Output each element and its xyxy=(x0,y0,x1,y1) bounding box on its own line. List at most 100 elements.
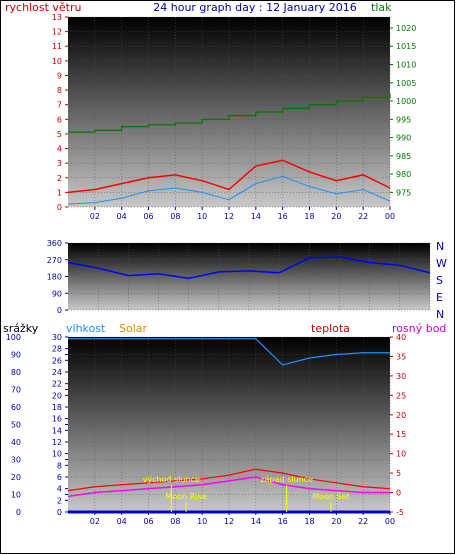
percent-y-tick-label: 100 xyxy=(6,333,21,342)
wind-y-tick-label: 0 xyxy=(57,203,62,212)
panel1-x-tick-label: 22 xyxy=(358,212,368,221)
wind-y-tick-label: 4 xyxy=(57,145,62,154)
direction-y-tick-label: 90 xyxy=(52,289,62,298)
temperature-y-tick-label: -5 xyxy=(396,508,404,517)
precip-y-tick-label: 8 xyxy=(57,461,62,470)
pressure-label: tlak xyxy=(371,1,392,14)
pressure-y-tick-label: 980 xyxy=(396,170,411,179)
panel1-x-tick-label: 20 xyxy=(331,212,341,221)
precip-y-tick-label: 20 xyxy=(52,391,62,400)
wind-y-tick-label: 12 xyxy=(52,28,62,37)
compass-n-top: N xyxy=(436,240,444,253)
direction-y-tick-label: 270 xyxy=(47,256,62,265)
compass-w: W xyxy=(436,257,447,270)
precip-y-tick-label: 6 xyxy=(57,473,62,482)
grid-lines xyxy=(68,16,431,513)
wind-y-tick-label: 3 xyxy=(57,159,62,168)
panel3-x-tick-label: 00 xyxy=(385,517,395,526)
panel-wind-background xyxy=(68,17,390,207)
temperature-y-tick-label: 15 xyxy=(396,430,406,439)
panel1-x-tick-label: 02 xyxy=(90,212,100,221)
percent-y-tick-label: 30 xyxy=(11,456,21,465)
compass-n-bottom: N xyxy=(436,308,444,321)
wind-y-tick-label: 5 xyxy=(57,130,62,139)
precip-y-tick-label: 24 xyxy=(52,368,62,377)
percent-y-tick-label: 50 xyxy=(11,421,21,430)
compass-e: E xyxy=(436,291,443,304)
percent-y-tick-label: 10 xyxy=(11,491,21,500)
panel3-x-tick-label: 12 xyxy=(224,517,234,526)
precip-y-tick-label: 0 xyxy=(57,508,62,517)
precip-y-tick-label: 14 xyxy=(52,426,62,435)
wind-y-tick-label: 7 xyxy=(57,101,62,110)
panel3-x-tick-label: 02 xyxy=(90,517,100,526)
wind-y-tick-label: 13 xyxy=(52,13,62,22)
event-label-0: východ slunce xyxy=(143,475,200,484)
direction-y-tick-label: 180 xyxy=(47,273,62,282)
direction-y-tick-label: 360 xyxy=(47,239,62,248)
axes: 02 04 06 08 10 12 14 16 18 20 22 000123456789101112… xyxy=(6,13,417,526)
pressure-y-tick-label: 985 xyxy=(396,152,411,161)
panel1-x-tick-label: 12 xyxy=(224,212,234,221)
precip-y-tick-label: 22 xyxy=(52,380,62,389)
temperature-label: teplota xyxy=(311,322,350,335)
pressure-y-tick-label: 1000 xyxy=(396,97,416,106)
panel1-x-tick-label: 10 xyxy=(197,212,207,221)
temperature-y-tick-label: 25 xyxy=(396,391,406,400)
panel1-x-tick-label: 08 xyxy=(170,212,180,221)
percent-y-tick-label: 60 xyxy=(11,403,21,412)
precip-y-tick-label: 4 xyxy=(57,485,62,494)
series-lines xyxy=(67,93,431,514)
precip-y-tick-label: 18 xyxy=(52,403,62,412)
panel3-x-tick-label: 16 xyxy=(278,517,288,526)
panel1-x-tick-label: 16 xyxy=(278,212,288,221)
dewpoint-label: rosný bod xyxy=(392,322,446,335)
panel1-x-tick-label: 14 xyxy=(251,212,261,221)
wind-y-tick-label: 11 xyxy=(52,42,62,51)
panel3-x-tick-label: 08 xyxy=(170,517,180,526)
chart-title: 24 hour graph day : 12 January 2016 xyxy=(153,1,357,14)
panel3-x-tick-label: 20 xyxy=(331,517,341,526)
percent-y-tick-label: 40 xyxy=(11,438,21,447)
percent-y-tick-label: 80 xyxy=(11,368,21,377)
temperature-y-tick-label: 10 xyxy=(396,450,406,459)
event-label-3: Moon Set xyxy=(312,492,349,501)
panel3-x-tick-label: 10 xyxy=(197,517,207,526)
wind-speed-label: rychlost větru xyxy=(5,1,81,14)
precip-y-tick-label: 2 xyxy=(57,496,62,505)
pressure-y-tick-label: 1020 xyxy=(396,24,416,33)
wind-y-tick-label: 1 xyxy=(57,188,62,197)
temperature-y-tick-label: 5 xyxy=(396,469,401,478)
percent-y-tick-label: 0 xyxy=(16,508,21,517)
precip-y-tick-label: 30 xyxy=(52,333,62,342)
wind-y-tick-label: 10 xyxy=(52,57,62,66)
temperature-y-tick-label: 20 xyxy=(396,411,406,420)
panel1-x-tick-label: 06 xyxy=(143,212,153,221)
panel3-x-tick-label: 14 xyxy=(251,517,261,526)
precip-y-tick-label: 10 xyxy=(52,450,62,459)
wind-speed-line xyxy=(67,159,391,194)
pressure-y-tick-label: 995 xyxy=(396,115,411,124)
dewpoint-line xyxy=(67,476,390,498)
sun-moon-events: východ slunce západ slunce Moon Rise Moon S… xyxy=(143,475,350,512)
temperature-y-tick-label: 40 xyxy=(396,333,406,342)
panel1-x-tick-label: 04 xyxy=(117,212,127,221)
direction-y-tick-label: 0 xyxy=(57,306,62,315)
panel1-x-tick-label: 00 xyxy=(385,212,395,221)
temperature-y-tick-label: 30 xyxy=(396,372,406,381)
precip-y-tick-label: 26 xyxy=(52,356,62,365)
wind-secondary-line xyxy=(67,175,391,205)
humidity-line xyxy=(68,338,390,366)
pressure-y-tick-label: 975 xyxy=(396,188,411,197)
compass-s: S xyxy=(436,274,443,287)
wind-y-tick-label: 2 xyxy=(57,174,62,183)
pressure-line xyxy=(68,93,391,133)
temperature-y-tick-label: 0 xyxy=(396,489,401,498)
panel3-x-tick-label: 18 xyxy=(304,517,314,526)
percent-y-tick-label: 90 xyxy=(11,351,21,360)
pressure-y-tick-label: 1005 xyxy=(396,79,416,88)
event-label-1: západ slunce xyxy=(260,475,313,484)
temperature-line xyxy=(67,468,391,492)
precip-y-tick-label: 16 xyxy=(52,415,62,424)
